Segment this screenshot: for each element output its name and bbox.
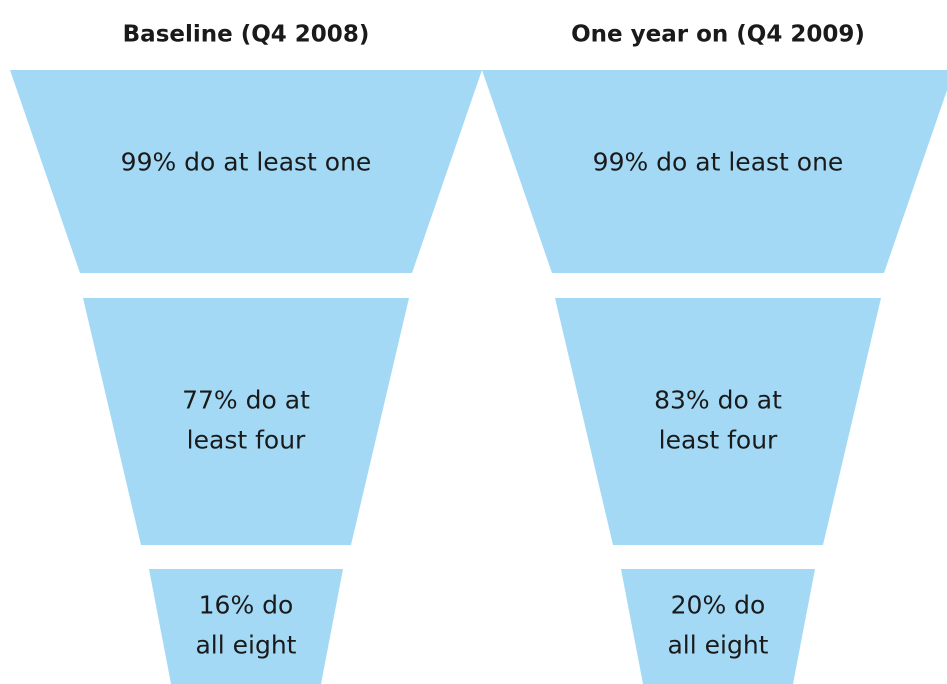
funnel-segment [149,569,343,684]
segment-label: all eight [667,631,768,660]
segment-label: least four [659,426,778,455]
funnel-title: One year on (Q4 2009) [571,22,865,48]
segment-label: 83% do at [654,386,782,415]
segment-label: all eight [195,631,296,660]
segment-label: 20% do [671,591,766,620]
segment-label: 99% do at least one [121,148,372,177]
funnel-segment [621,569,815,684]
funnel-segment [482,70,947,273]
funnel-segment [83,298,409,545]
funnel-segment [10,70,482,273]
segment-label: 16% do [199,591,294,620]
funnel-segment [555,298,881,545]
segment-label: 99% do at least one [593,148,844,177]
funnel-title: Baseline (Q4 2008) [123,22,370,48]
segment-label: least four [187,426,306,455]
segment-label: 77% do at [182,386,310,415]
